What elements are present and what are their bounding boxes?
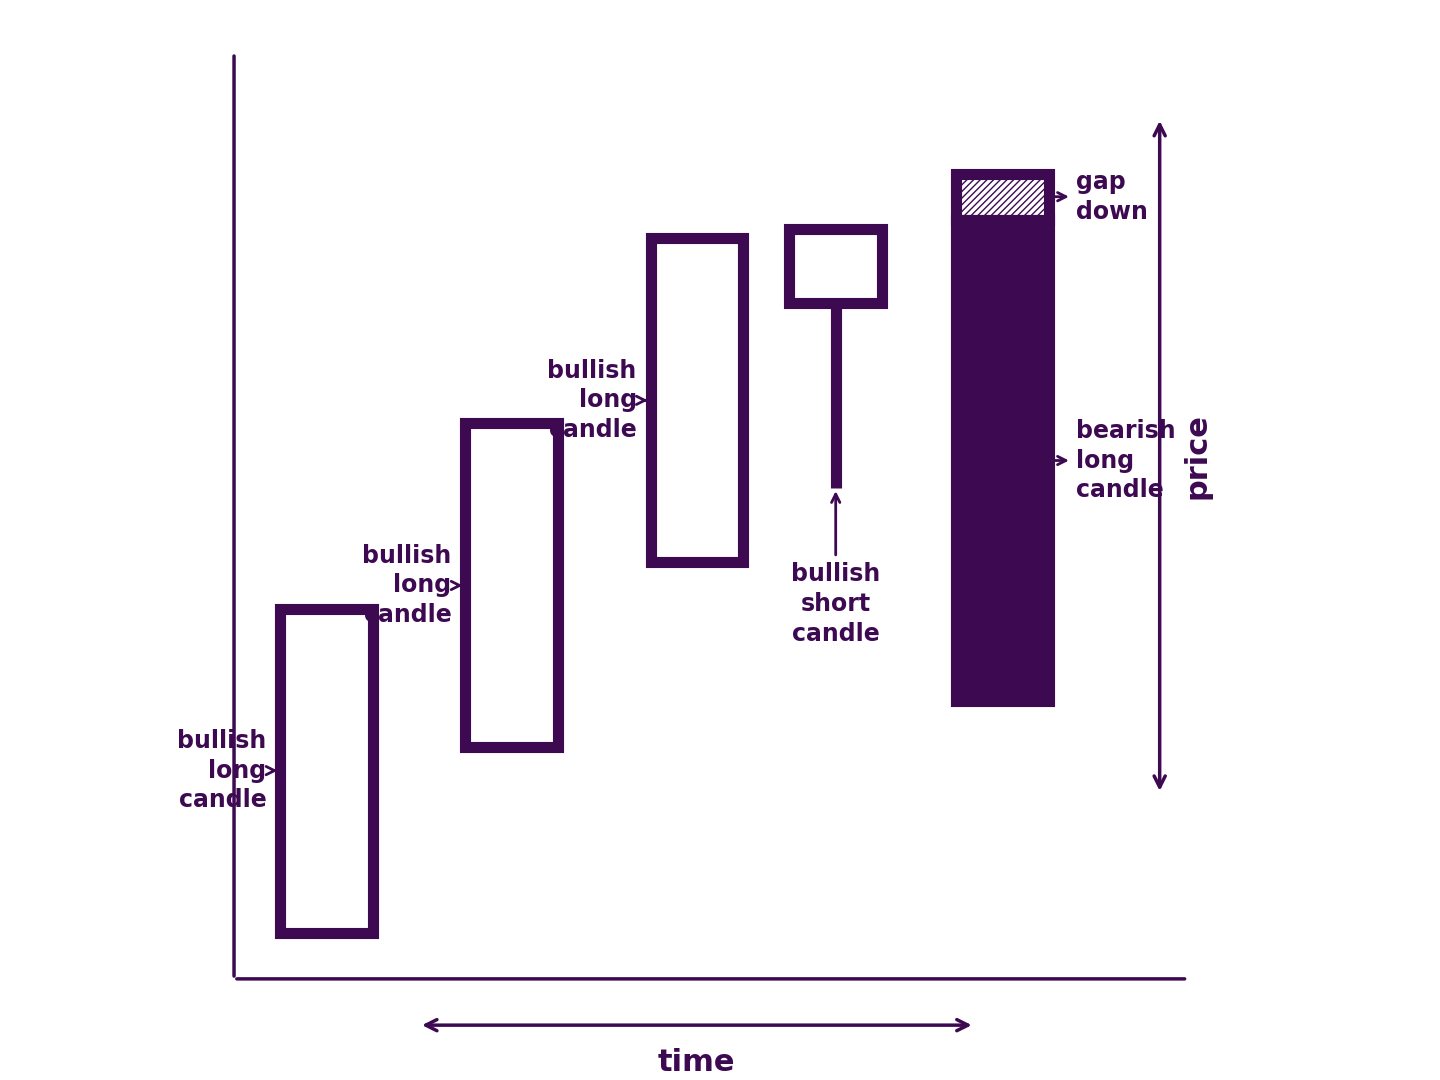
Text: bullish
long
candle: bullish long candle — [177, 729, 266, 812]
Text: price: price — [1182, 413, 1212, 499]
Bar — [281, 609, 373, 933]
Text: bullish
long
candle: bullish long candle — [363, 543, 452, 627]
Text: time: time — [658, 1049, 736, 1077]
Bar — [465, 423, 559, 747]
Text: bearish
long
candle: bearish long candle — [1076, 419, 1176, 502]
Text: gap
down: gap down — [1076, 170, 1148, 224]
Bar — [651, 239, 743, 563]
Text: bullish
long
candle: bullish long candle — [547, 359, 636, 442]
Text: bullish
short
candle: bullish short candle — [791, 563, 880, 646]
Bar — [956, 220, 1048, 701]
Bar — [789, 229, 881, 303]
Bar — [956, 174, 1048, 220]
